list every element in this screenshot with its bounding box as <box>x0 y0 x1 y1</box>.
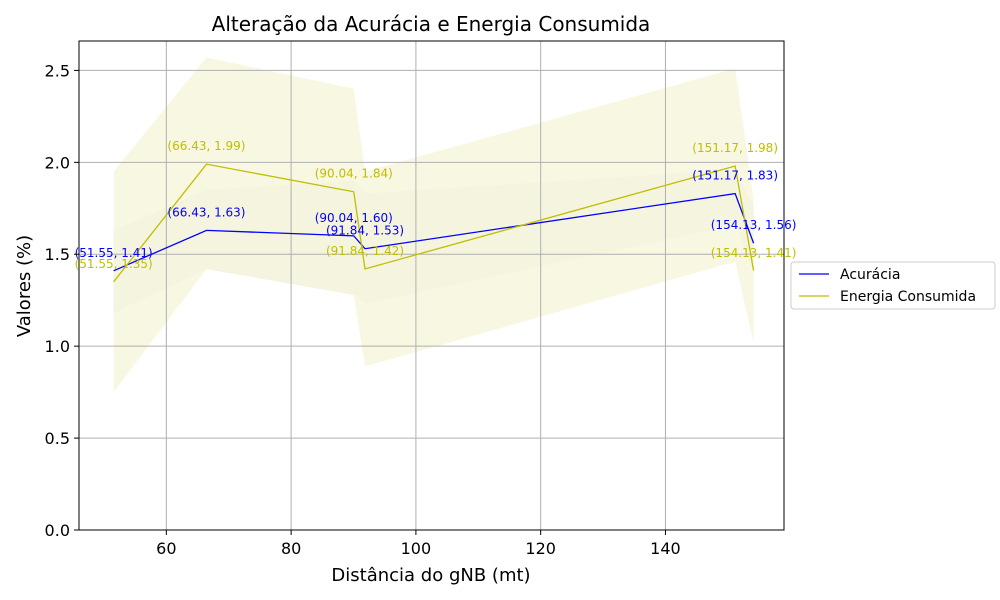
data-label: (51.55, 1.41) <box>75 246 153 260</box>
data-label: (91.84, 1.42) <box>326 244 404 258</box>
confidence-bands <box>113 57 754 393</box>
y-tick-label: 0.0 <box>45 521 70 540</box>
data-label: (151.17, 1.98) <box>692 141 778 155</box>
point-annotations: (51.55, 1.41)(66.43, 1.63) (90.04, 1.60)(… <box>75 139 797 271</box>
y-tick-label: 2.0 <box>45 153 70 172</box>
series-line-1 <box>113 163 755 283</box>
x-tick-label: 80 <box>281 539 301 558</box>
x-axis-ticks: 60 80 100 120 140 <box>156 530 681 558</box>
data-label: (151.17, 1.83) <box>692 169 778 183</box>
chart-title: Alteração da Acurácia e Energia Consumid… <box>212 12 651 36</box>
legend-label-energia: Energia Consumida <box>840 289 976 305</box>
data-label: (66.43, 1.99) <box>167 139 245 153</box>
plot-frame <box>78 40 785 531</box>
y-tick-label: 2.5 <box>45 61 70 80</box>
confidence-band-1 <box>113 57 754 393</box>
y-axis-ticks: 0.0 0.5 1.0 1.5 2.0 2.5 <box>45 61 79 540</box>
data-label: (51.55, 1.35) <box>75 257 153 271</box>
data-label: (90.04, 1.84) <box>315 167 393 181</box>
legend: Acurácia Energia Consumida <box>790 261 996 310</box>
data-label: (90.04, 1.60) <box>315 211 393 225</box>
x-tick-label: 140 <box>650 539 681 558</box>
data-label: (154.13, 1.41) <box>711 246 797 260</box>
x-axis-label: Distância do gNB (mt) <box>331 565 530 586</box>
y-tick-label: 1.5 <box>45 245 70 264</box>
y-axis-label: Valores (%) <box>14 235 35 337</box>
data-label: (154.13, 1.56) <box>711 218 797 232</box>
legend-box <box>790 261 996 310</box>
x-tick-label: 100 <box>401 539 432 558</box>
x-tick-label: 60 <box>156 539 176 558</box>
data-label: (91.84, 1.53) <box>326 224 404 238</box>
series-lines <box>113 163 755 283</box>
x-tick-label: 120 <box>525 539 556 558</box>
grid <box>79 41 784 531</box>
data-label: (66.43, 1.63) <box>167 205 245 219</box>
series-line-0 <box>113 192 755 272</box>
y-tick-label: 0.5 <box>45 429 70 448</box>
legend-label-acuracia: Acurácia <box>840 267 900 283</box>
y-tick-label: 1.0 <box>45 337 70 356</box>
